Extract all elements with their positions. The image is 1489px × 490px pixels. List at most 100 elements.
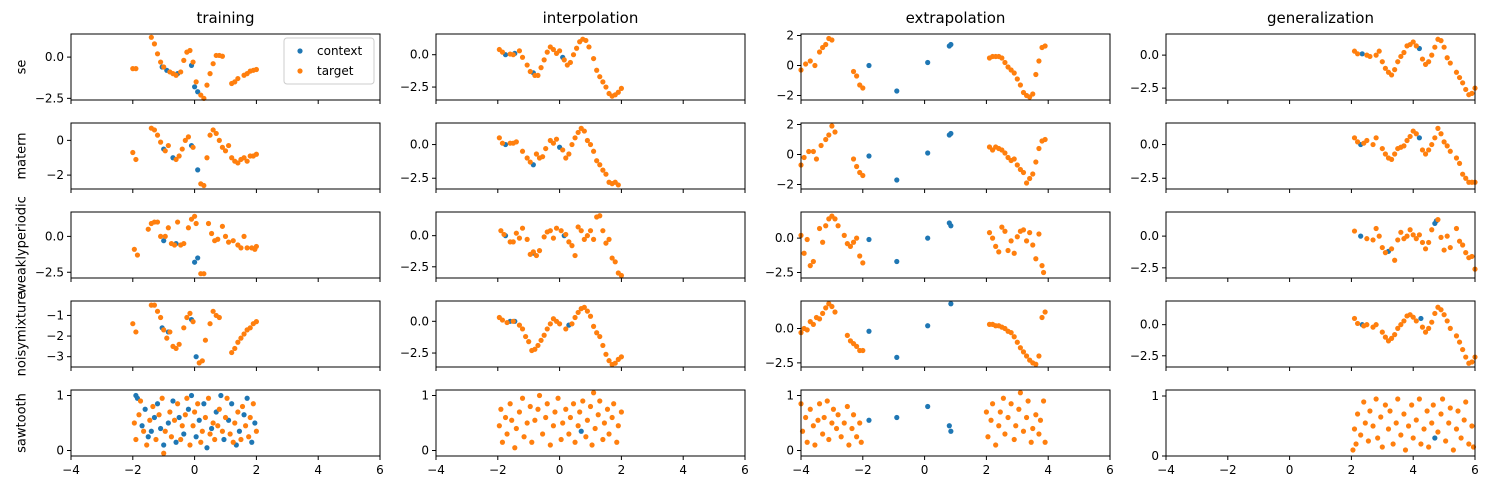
target-point (1441, 139, 1447, 145)
target-point (578, 228, 584, 234)
target-point (499, 140, 506, 146)
target-point (1011, 70, 1017, 76)
target-point (171, 417, 178, 423)
target-point (832, 216, 838, 222)
target-point (832, 129, 838, 135)
target-point (133, 156, 139, 163)
target-point (235, 75, 241, 82)
column-title: extrapolation (906, 9, 1006, 27)
target-point (1460, 346, 1466, 353)
target-point (1418, 441, 1424, 447)
target-point (835, 223, 841, 229)
target-point (1379, 244, 1385, 251)
target-point (210, 420, 216, 426)
target-point (612, 259, 618, 265)
target-point (131, 420, 137, 426)
target-point (810, 321, 816, 327)
target-point (1460, 242, 1466, 248)
y-tick-label: 2 (786, 118, 794, 132)
target-point (555, 395, 561, 401)
target-point (1379, 59, 1385, 65)
target-point (575, 129, 581, 136)
target-point (541, 57, 547, 63)
subplot-frame (435, 389, 746, 457)
target-point (187, 310, 193, 316)
target-point (566, 239, 572, 245)
target-point (1404, 233, 1410, 239)
target-point (815, 417, 821, 423)
target-point (850, 412, 857, 418)
target-point (210, 127, 216, 133)
target-point (1392, 257, 1398, 263)
target-point (151, 127, 158, 133)
target-point (600, 167, 606, 173)
x-tick-label: −4 (62, 463, 80, 477)
target-point (615, 89, 621, 95)
target-point (813, 156, 820, 162)
target-point (594, 67, 600, 73)
target-point (1011, 436, 1017, 443)
target-point (997, 409, 1003, 415)
target-point (1361, 399, 1367, 405)
target-point (164, 335, 170, 341)
target-point (600, 436, 606, 443)
target-point (1401, 318, 1407, 324)
context-point (193, 354, 199, 360)
context-point (925, 403, 931, 410)
context-point (195, 89, 201, 95)
y-tick-label: 0.0 (45, 50, 64, 64)
y-tick-label: 0.0 (45, 229, 64, 243)
target-point (1421, 426, 1427, 432)
target-point (1401, 49, 1407, 56)
context-point (196, 417, 202, 423)
target-point (516, 48, 523, 54)
target-point (1350, 447, 1356, 453)
target-point (536, 248, 543, 254)
target-point (820, 431, 826, 437)
target-point (820, 310, 826, 316)
target-point (213, 130, 219, 137)
target-point (1398, 229, 1404, 235)
target-point (569, 141, 575, 148)
context-point (236, 428, 243, 434)
x-tick-label: −4 (1157, 463, 1175, 477)
target-point (560, 147, 566, 153)
subplot-frame (70, 389, 381, 457)
target-point (854, 73, 860, 79)
target-point (552, 409, 558, 415)
target-point (1373, 135, 1379, 141)
target-point (829, 37, 835, 43)
target-point (190, 423, 196, 429)
target-point (130, 149, 136, 156)
target-point (535, 406, 541, 412)
target-point (1382, 151, 1388, 157)
x-tick-label: 4 (1409, 463, 1417, 477)
target-point (597, 162, 603, 168)
target-point (1388, 335, 1395, 341)
target-point (996, 423, 1002, 429)
target-point (1435, 125, 1441, 131)
target-point (1388, 246, 1395, 252)
subplot-frame (800, 122, 1111, 190)
target-point (161, 64, 167, 70)
target-point (1036, 58, 1042, 64)
row-label: noisymixture (15, 292, 30, 377)
target-point (1020, 169, 1027, 176)
target-point (1438, 234, 1444, 240)
column-title: generalization (1267, 9, 1374, 27)
context-point (894, 354, 900, 360)
target-point (156, 412, 162, 418)
target-point (235, 160, 241, 166)
target-point (215, 236, 221, 242)
context-point (894, 258, 900, 265)
target-point (235, 339, 241, 345)
target-point (173, 345, 179, 352)
target-point (207, 71, 213, 77)
target-point (1388, 72, 1395, 78)
target-point (510, 239, 516, 245)
y-tick-label: 0 (421, 444, 429, 458)
y-tick-label: 0.0 (1140, 229, 1159, 243)
target-point (857, 253, 863, 259)
target-point (573, 45, 580, 51)
x-tick-label: −4 (427, 463, 445, 477)
